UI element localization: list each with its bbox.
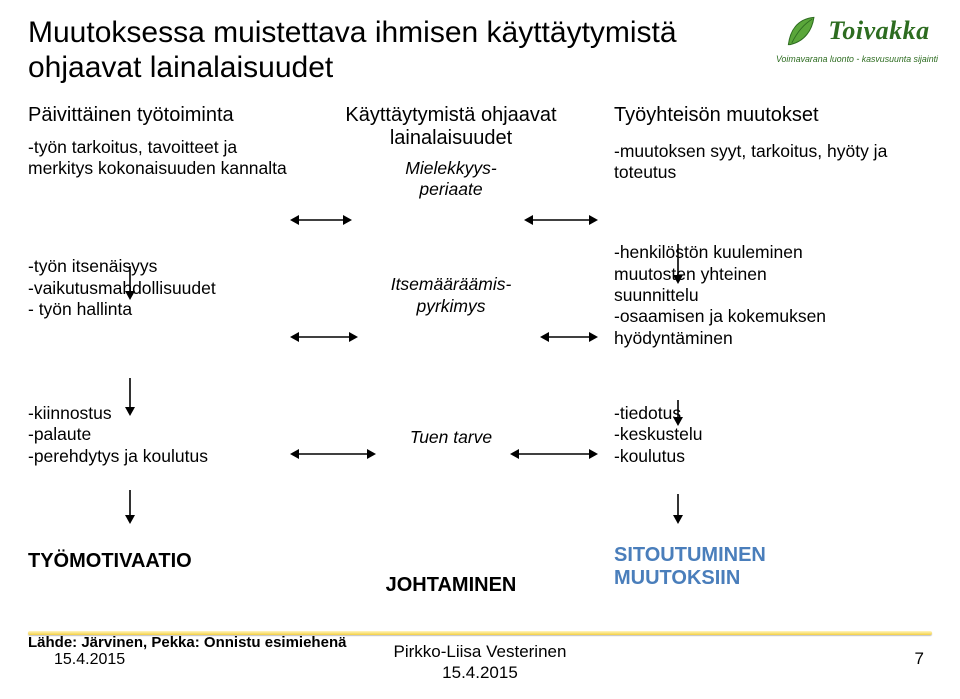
- brand-logo: Toivakka Voimavarana luonto - kasvusuunt…: [772, 14, 942, 64]
- right-outcome: SITOUTUMINEN MUUTOKSIIN: [614, 544, 914, 627]
- center-r2-body: Itsemääräämis- pyrkimys: [296, 274, 606, 317]
- right-outcome-text: SITOUTUMINEN MUUTOKSIIN: [614, 544, 834, 590]
- left-r1: Päivittäinen työtoiminta -työn tarkoitus…: [28, 104, 288, 230]
- diagram-grid: Päivittäinen työtoiminta -työn tarkoitus…: [28, 104, 932, 627]
- left-outcome-text: TYÖMOTIVAATIO: [28, 550, 288, 573]
- left-r3: -kiinnostus -palaute -perehdytys ja koul…: [28, 403, 288, 497]
- leaf-icon: [784, 14, 820, 48]
- brand-name: Toivakka: [828, 16, 929, 46]
- center-r3-body: Tuen tarve: [296, 427, 606, 448]
- brand-tagline: Voimavarana luonto - kasvusuunta sijaint…: [772, 54, 942, 64]
- footer-center-date: 15.4.2015: [0, 662, 960, 683]
- slide: Muutoksessa muistettava ihmisen käyttäyt…: [0, 0, 960, 699]
- left-r3-body: -kiinnostus -palaute -perehdytys ja koul…: [28, 403, 288, 467]
- center-r1: Käyttäytymistä ohjaavat lainalaisuudet M…: [296, 104, 606, 230]
- center-r2: Itsemääräämis- pyrkimys: [296, 256, 606, 378]
- center-outcome: JOHTAMINEN: [296, 550, 606, 627]
- spacer-l: [28, 497, 288, 527]
- footer-presenter: Pirkko-Liisa Vesterinen: [0, 641, 960, 662]
- left-r2: -työn itsenäisyys -vaikutusmahdollisuude…: [28, 256, 288, 378]
- center-outcome-text: JOHTAMINEN: [296, 574, 606, 597]
- slide-title: Muutoksessa muistettava ihmisen käyttäyt…: [28, 16, 768, 85]
- center-r1-head: Käyttäytymistä ohjaavat lainalaisuudet: [296, 104, 606, 150]
- right-r1-head: Työyhteisön muutokset: [614, 104, 914, 127]
- right-r3: -tiedotus -keskustelu -koulutus: [614, 403, 914, 497]
- footer-center: Pirkko-Liisa Vesterinen 15.4.2015: [0, 641, 960, 684]
- left-outcome: TYÖMOTIVAATIO: [28, 550, 288, 627]
- spacer-r: [614, 497, 914, 527]
- right-r2: -henkilöstön kuuleminen muutosten yhtein…: [614, 242, 914, 378]
- center-r3: Tuen tarve: [296, 403, 606, 497]
- right-r1: Työyhteisön muutokset -muutoksen syyt, t…: [614, 104, 914, 230]
- footer-page-number: 7: [915, 649, 924, 669]
- right-r1-body: -muutoksen syyt, tarkoitus, hyöty ja tot…: [614, 141, 914, 184]
- center-r1-body: Mielekkyys- periaate: [296, 158, 606, 201]
- left-r1-body: -työn tarkoitus, tavoitteet ja merkitys …: [28, 137, 288, 180]
- right-r2-body: -henkilöstön kuuleminen muutosten yhtein…: [614, 242, 914, 349]
- spacer-c: [296, 497, 606, 527]
- left-r1-head: Päivittäinen työtoiminta: [28, 104, 288, 127]
- left-r2-body: -työn itsenäisyys -vaikutusmahdollisuude…: [28, 256, 288, 320]
- right-r3-body: -tiedotus -keskustelu -koulutus: [614, 403, 914, 467]
